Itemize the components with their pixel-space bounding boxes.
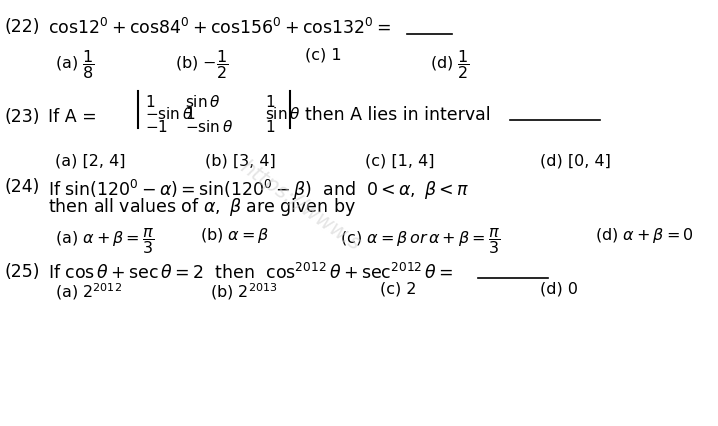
Text: (23): (23) [5, 108, 40, 126]
Text: then all values of $\alpha,\ \beta$ are given by: then all values of $\alpha,\ \beta$ are … [48, 196, 356, 218]
Text: $-\sin\theta$: $-\sin\theta$ [185, 119, 233, 135]
Text: (24): (24) [5, 178, 40, 196]
Text: $\mathrm{cos12^0+cos84^0+cos156^0+cos132^0}=$: $\mathrm{cos12^0+cos84^0+cos156^0+cos132… [48, 18, 391, 38]
Text: (d) 0: (d) 0 [540, 281, 578, 296]
Text: If $\sin(120^0-\alpha)=\sin(120^0-\beta)$  and  $0<\alpha,\ \beta<\pi$: If $\sin(120^0-\alpha)=\sin(120^0-\beta)… [48, 178, 470, 202]
Text: $1$: $1$ [265, 94, 275, 110]
Text: $1$: $1$ [265, 119, 275, 135]
Text: $1$: $1$ [145, 94, 155, 110]
Text: $\sin\theta$: $\sin\theta$ [185, 94, 220, 110]
Text: (c) $\alpha=\beta\,or\,\alpha+\beta=\dfrac{\pi}{3}$: (c) $\alpha=\beta\,or\,\alpha+\beta=\dfr… [340, 226, 500, 256]
Text: (a) $2^{2012}$: (a) $2^{2012}$ [55, 281, 122, 302]
Text: $\sin\theta$: $\sin\theta$ [265, 106, 300, 122]
Text: $-\sin\theta$: $-\sin\theta$ [145, 106, 193, 122]
Text: (b) $-\dfrac{1}{2}$: (b) $-\dfrac{1}{2}$ [175, 48, 228, 81]
Text: (d) [0, 4]: (d) [0, 4] [540, 154, 611, 169]
Text: (c) [1, 4]: (c) [1, 4] [365, 154, 434, 169]
Text: If $\cos\theta+\sec\theta=2$  then  $\cos^{2012}\theta+\sec^{2012}\theta=$: If $\cos\theta+\sec\theta=2$ then $\cos^… [48, 263, 454, 283]
Text: (b) $\alpha=\beta$: (b) $\alpha=\beta$ [200, 226, 270, 245]
Text: (c) 1: (c) 1 [305, 48, 342, 63]
Text: (25): (25) [5, 263, 40, 281]
Text: $1$: $1$ [185, 106, 195, 122]
Text: (a) $\alpha+\beta=\dfrac{\pi}{3}$: (a) $\alpha+\beta=\dfrac{\pi}{3}$ [55, 226, 154, 256]
Text: (d) $\alpha+\beta=0$: (d) $\alpha+\beta=0$ [595, 226, 694, 245]
Text: (a) [2, 4]: (a) [2, 4] [55, 154, 126, 169]
Text: (a) $\dfrac{1}{8}$: (a) $\dfrac{1}{8}$ [55, 48, 95, 81]
Text: If A =: If A = [48, 108, 102, 126]
Text: (b) $2^{2013}$: (b) $2^{2013}$ [210, 281, 278, 302]
Text: (c) 2: (c) 2 [380, 281, 416, 296]
Text: (22): (22) [5, 18, 40, 36]
Text: (b) [3, 4]: (b) [3, 4] [205, 154, 276, 169]
Text: $-1$: $-1$ [145, 119, 168, 135]
Text: then A lies in interval: then A lies in interval [305, 106, 490, 124]
Text: https://www.s: https://www.s [236, 157, 364, 255]
Text: (d) $\dfrac{1}{2}$: (d) $\dfrac{1}{2}$ [430, 48, 470, 81]
